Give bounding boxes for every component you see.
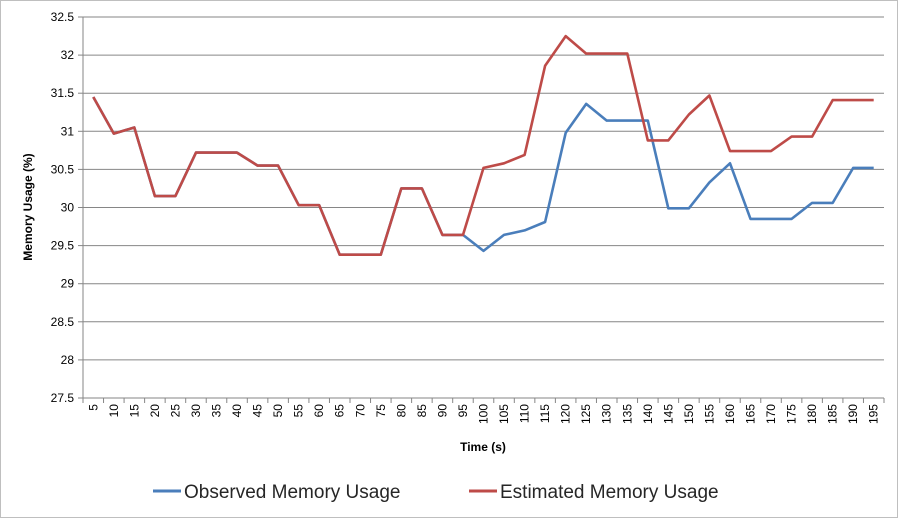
x-tick-label: 5 bbox=[86, 404, 100, 411]
x-tick-label: 130 bbox=[600, 404, 614, 424]
x-tick-label: 135 bbox=[620, 404, 634, 424]
y-tick-label: 28.5 bbox=[51, 315, 75, 329]
x-tick-label: 35 bbox=[210, 404, 224, 418]
legend: Observed Memory Usage Estimated Memory U… bbox=[153, 482, 719, 503]
x-tick-label: 195 bbox=[867, 404, 881, 424]
series-line-estimated bbox=[92, 34, 874, 256]
gridlines bbox=[83, 16, 884, 399]
x-tick-label: 45 bbox=[251, 404, 265, 418]
x-tick-label: 140 bbox=[641, 404, 655, 424]
tick-labels: 27.5 28 28.5 29 29.5 30 30.5 31 31.5 32 32.5 5 10 15 2… bbox=[51, 10, 881, 424]
x-tick-label: 105 bbox=[497, 404, 511, 424]
x-tick-label: 20 bbox=[148, 404, 162, 418]
y-tick-label: 27.5 bbox=[51, 391, 75, 405]
series-line-observed bbox=[92, 96, 874, 256]
x-tick-label: 85 bbox=[415, 404, 429, 418]
x-tick-label: 185 bbox=[826, 404, 840, 424]
y-tick-label: 31 bbox=[61, 124, 75, 138]
x-tick-label: 115 bbox=[538, 404, 552, 423]
x-tick-label: 60 bbox=[312, 404, 326, 418]
x-axis-title: Time (s) bbox=[460, 440, 506, 454]
y-tick-label: 29 bbox=[61, 277, 75, 291]
x-tick-label: 25 bbox=[168, 404, 182, 418]
x-tick-label: 15 bbox=[127, 404, 141, 418]
x-tick-label: 100 bbox=[477, 404, 491, 424]
x-tick-label: 70 bbox=[353, 404, 367, 418]
x-tick-label: 30 bbox=[189, 404, 203, 418]
y-axis-title: Memory Usage (%) bbox=[21, 153, 35, 260]
series-lines bbox=[92, 34, 874, 256]
x-tick-label: 145 bbox=[661, 404, 675, 424]
y-tick-label: 32.5 bbox=[51, 10, 75, 24]
x-tick-label: 125 bbox=[579, 404, 593, 424]
x-tick-label: 80 bbox=[394, 404, 408, 418]
y-tick-label: 30.5 bbox=[51, 162, 75, 176]
x-tick-label: 190 bbox=[846, 404, 860, 424]
y-tick-label: 31.5 bbox=[51, 86, 75, 100]
y-tick-label: 28 bbox=[61, 353, 75, 367]
x-tick-label: 75 bbox=[374, 404, 388, 418]
x-tick-label: 50 bbox=[271, 404, 285, 418]
x-tick-label: 95 bbox=[456, 404, 470, 418]
x-tick-label: 120 bbox=[559, 404, 573, 424]
x-tick-label: 110 bbox=[518, 404, 532, 423]
y-tick-label: 30 bbox=[61, 201, 75, 215]
legend-label-observed: Observed Memory Usage bbox=[184, 482, 400, 503]
axes bbox=[78, 16, 885, 403]
x-tick-label: 180 bbox=[805, 404, 819, 424]
x-tick-label: 55 bbox=[292, 404, 306, 418]
x-tick-label: 170 bbox=[764, 404, 778, 424]
x-tick-label: 40 bbox=[230, 404, 244, 418]
x-tick-label: 160 bbox=[723, 404, 737, 424]
x-tick-label: 65 bbox=[333, 404, 347, 418]
x-tick-label: 165 bbox=[744, 404, 758, 424]
x-tick-label: 175 bbox=[785, 404, 799, 424]
legend-label-estimated: Estimated Memory Usage bbox=[500, 482, 719, 503]
y-tick-label: 32 bbox=[61, 48, 75, 62]
x-tick-label: 90 bbox=[435, 404, 449, 418]
x-tick-label: 155 bbox=[702, 404, 716, 424]
x-tick-label: 150 bbox=[682, 404, 696, 424]
x-tick-label: 10 bbox=[107, 404, 121, 418]
y-tick-label: 29.5 bbox=[51, 239, 75, 253]
